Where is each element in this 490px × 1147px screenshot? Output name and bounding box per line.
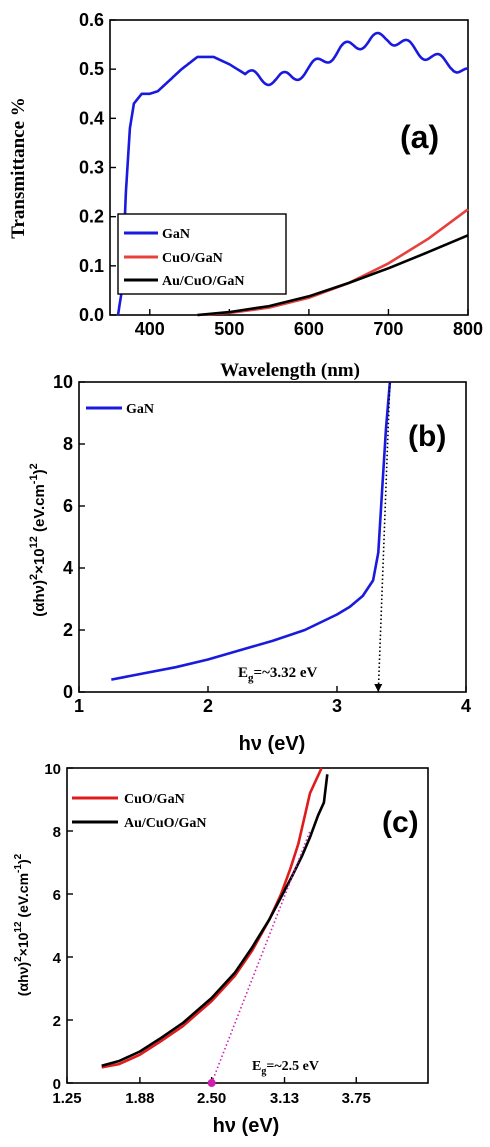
y-tick-label-b: 4 [63, 558, 73, 578]
ticks-b: 1 2 3 4 0 2 4 6 8 10 [53, 372, 471, 716]
legend-label-gan-b: GaN [126, 402, 154, 417]
x-axis-label-c: hν (eV) [213, 1115, 280, 1137]
y-tick-label-c: 0 [53, 1076, 61, 1093]
eg-annotation-b: Eg=~3.32 eV [238, 665, 318, 684]
y-tick-label-b: 10 [53, 372, 73, 392]
y-tick-label-b: 0 [63, 682, 73, 702]
y-tick-label-a: 0.0 [79, 305, 104, 325]
y-tick-label-a: 0.1 [79, 256, 104, 276]
x-axis-label-b: hν (eV) [239, 733, 306, 755]
x-tick-label-a: 500 [214, 319, 244, 339]
series-line-0-b [111, 381, 392, 681]
y-tick-label-b: 2 [63, 620, 73, 640]
ticks-a: 400 500 600 700 800 0.0 0.1 0.2 0.3 0.4 0.5 0.6 [79, 10, 483, 339]
eg-arrowhead-b [374, 684, 383, 692]
x-tick-label-b: 4 [461, 696, 471, 716]
legend-b: GaN [86, 402, 154, 417]
y-tick-label-c: 8 [53, 824, 61, 841]
panel-a: 400 500 600 700 800 0.0 0.1 0.2 0.3 0.4 0.5 0.6 (a)… [8, 10, 483, 381]
x-tick-label-c: 1.25 [52, 1090, 81, 1107]
x-tick-label-a: 800 [453, 319, 483, 339]
series-c [101, 767, 329, 1087]
eg-intercept-marker-c [207, 1079, 216, 1087]
x-tick-label-c: 3.75 [342, 1090, 371, 1107]
y-tick-label-c: 10 [44, 761, 61, 778]
series-line-0-c [101, 767, 323, 1069]
panel-label-a: (a) [400, 119, 439, 155]
y-tick-label-c: 2 [53, 1013, 61, 1030]
series-line-2-a [197, 234, 469, 317]
eg-annotation-c: Eg=~2.5 eV [252, 1059, 319, 1077]
y-tick-label-a: 0.2 [79, 207, 104, 227]
panel-label-c: (c) [382, 806, 419, 839]
y-tick-label-c: 6 [53, 887, 61, 904]
x-tick-label-a: 600 [294, 319, 324, 339]
y-tick-label-b: 8 [63, 434, 73, 454]
legend-label-cuo-gan: CuO/GaN [162, 251, 223, 266]
panel-c: 1.25 1.88 2.50 3.13 3.75 0 2 4 6 8 10 (c) CuO/GaN … [13, 761, 429, 1137]
y-tick-label-a: 0.3 [79, 158, 104, 178]
y-tick-label-a: 0.6 [79, 10, 104, 30]
series-b [111, 381, 392, 693]
y-tick-label-a: 0.5 [79, 59, 104, 79]
x-tick-label-b: 1 [74, 696, 84, 716]
x-tick-label-b: 3 [332, 696, 342, 716]
legend-label-cuo-gan-c: CuO/GaN [124, 792, 185, 807]
y-axis-label-b: (αhν)2×1012 (eV.cm-1)2 [28, 463, 48, 616]
series-line-0-a [116, 31, 469, 316]
legend-label-au-cuo-gan-c: Au/CuO/GaN [124, 816, 206, 831]
legend-label-gan: GaN [162, 227, 190, 242]
series-line-1-c [101, 774, 329, 1067]
legend-label-au-cuo-gan: Au/CuO/GaN [162, 274, 244, 289]
y-tick-label-b: 6 [63, 496, 73, 516]
legend-c: CuO/GaN Au/CuO/GaN [72, 792, 206, 831]
plot-frame-b [78, 381, 467, 693]
extrapolation-line-c [210, 830, 311, 1084]
legend-a: GaN CuO/GaN Au/CuO/GaN [117, 213, 287, 295]
panel-label-b: (b) [408, 420, 446, 453]
x-tick-label-b: 2 [203, 696, 213, 716]
x-tick-label-c: 3.13 [270, 1090, 299, 1107]
x-tick-label-c: 1.88 [125, 1090, 154, 1107]
x-axis-label-a: Wavelength (nm) [220, 360, 360, 381]
x-tick-label-a: 400 [135, 319, 165, 339]
series-a [116, 31, 469, 317]
y-tick-label-c: 4 [53, 950, 62, 967]
ticks-c: 1.25 1.88 2.50 3.13 3.75 0 2 4 6 8 10 [44, 761, 371, 1107]
y-axis-label-c: (αhν)2×1012 (eV.cm-1)2 [13, 853, 31, 996]
x-tick-label-c: 2.50 [197, 1090, 226, 1107]
y-tick-label-a: 0.4 [79, 108, 104, 128]
plot-frame-c [66, 767, 429, 1084]
x-tick-label-a: 700 [373, 319, 403, 339]
y-axis-label-a: Transmittance % [8, 97, 29, 239]
